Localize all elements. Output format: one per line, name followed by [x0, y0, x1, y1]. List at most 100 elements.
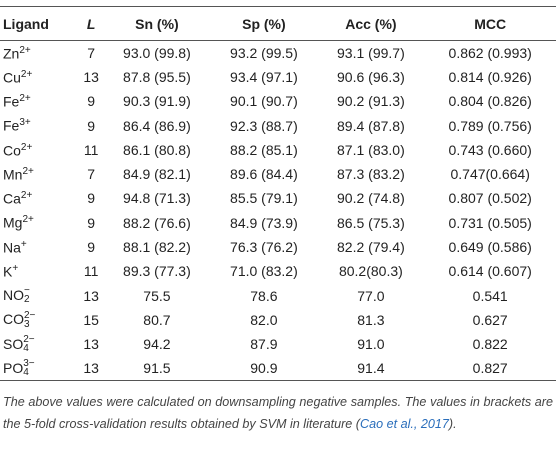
- ligand-base: NO: [3, 286, 24, 303]
- table-row: Mg2+ 9 88.2 (76.6) 84.9 (73.9) 86.5 (75.3) 0.…: [0, 211, 556, 235]
- table-cell: 94.8 (71.3): [123, 190, 191, 207]
- ion-charge: 3−: [23, 357, 35, 369]
- ligand: Zn2+: [3, 45, 31, 62]
- ligand-cell: Cu2+: [0, 65, 79, 89]
- ion-script: 2− 4: [23, 333, 35, 353]
- table-cell: 13: [83, 287, 99, 304]
- table-cell: 87.8 (95.5): [123, 68, 191, 85]
- ligand: Fe3+: [3, 117, 31, 134]
- table-cell: 11: [83, 141, 99, 158]
- table-cell: 0.747(0.664): [450, 166, 530, 183]
- table-cell: 0.827: [472, 360, 508, 377]
- table-cell: 90.6 (96.3): [337, 68, 405, 85]
- ligand-cell: SO 2− 4: [0, 332, 79, 356]
- ligand-base: Zn: [3, 45, 20, 62]
- table-cell: 93.1 (99.7): [337, 44, 405, 61]
- ligand-base: Ca: [3, 190, 21, 207]
- ligand: Mg2+: [3, 214, 34, 231]
- table-cell: 0.814 (0.926): [448, 68, 532, 85]
- table-cell: 84.9 (73.9): [230, 214, 298, 231]
- ion-script: 2− 3: [24, 309, 36, 330]
- column-header: Acc (%): [345, 15, 397, 32]
- citation-link[interactable]: Cao et al., 2017: [360, 417, 449, 432]
- table-row: PO 3− 4 13 91.5 90.9 91.4 0.827: [0, 356, 556, 381]
- ligand-cell: Mn2+: [0, 162, 79, 186]
- table-cell: 0.822: [472, 336, 508, 353]
- ion-charge: 2−: [23, 333, 35, 345]
- table-cell: 0.627: [472, 311, 508, 328]
- ion-charge: 2+: [20, 68, 33, 80]
- table-cell: 9: [87, 93, 96, 110]
- column-header: Sp (%): [242, 15, 286, 32]
- table-cell: 0.649 (0.586): [448, 239, 532, 256]
- header-row: Ligand L Sn (%) Sp (%) Acc (%) MCC: [0, 6, 556, 41]
- ion-charge: 2+: [19, 92, 31, 104]
- ligand: SO 2− 4: [3, 333, 35, 353]
- table-cell: 90.3 (91.9): [123, 93, 191, 110]
- ion-charge: 2+: [22, 214, 34, 226]
- table-cell: 11: [83, 263, 99, 280]
- ion-charge: 2+: [19, 44, 31, 56]
- ligand-cell: Na+: [0, 235, 79, 259]
- ligand: CO 2− 3: [3, 309, 36, 330]
- ion-charge: +: [20, 238, 27, 250]
- ligand-cell: Mg2+: [0, 211, 79, 235]
- ligand-cell: Ca2+: [0, 186, 79, 210]
- table-cell: 9: [87, 239, 96, 256]
- table-cell: 9: [87, 190, 96, 207]
- table-cell: 88.1 (82.2): [123, 239, 191, 256]
- ligand-base: SO: [3, 335, 24, 352]
- table-row: CO 2− 3 15 80.7 82.0 81.3 0.627: [0, 308, 556, 332]
- ligand: NO −2: [3, 286, 30, 306]
- table-cell: 15: [83, 311, 99, 328]
- table-cell: 91.5: [143, 360, 171, 377]
- ion-subscript: 4: [23, 366, 29, 378]
- table-cell: 89.6 (84.4): [230, 166, 298, 183]
- ligand-base: K: [3, 263, 13, 280]
- ligand-cell: Fe3+: [0, 113, 79, 137]
- table-cell: 13: [83, 336, 99, 353]
- ligand: Na+: [3, 239, 27, 256]
- table-row: Na+ 9 88.1 (82.2) 76.3 (76.2) 82.2 (79.4) 0.6…: [0, 235, 556, 259]
- table-row: Cu2+ 13 87.8 (95.5) 93.4 (97.1) 90.6 (96.3) 0…: [0, 65, 556, 89]
- table-cell: 9: [87, 214, 96, 231]
- ligand: Cu2+: [3, 69, 32, 86]
- column-header: Sn (%): [135, 15, 179, 32]
- column-header: MCC: [474, 15, 507, 32]
- table-cell: 86.4 (86.9): [123, 117, 191, 134]
- footnote-end: ).: [448, 417, 457, 432]
- table-cell: 84.9 (82.1): [123, 166, 191, 183]
- ion-charge: 2−: [24, 309, 36, 321]
- table-cell: 0.807 (0.502): [448, 190, 532, 207]
- ion-subscript: 2: [24, 294, 30, 306]
- table-cell: 9: [87, 117, 96, 134]
- ligand-cell: Co2+: [0, 138, 79, 162]
- ligand-cell: CO 2− 3: [0, 308, 79, 332]
- table-cell: 87.1 (83.0): [337, 141, 405, 158]
- ion-script: −2: [24, 286, 30, 306]
- table-cell: 89.3 (77.3): [123, 263, 191, 280]
- ligand-cell: K+: [0, 259, 79, 283]
- ligand-cell: Zn2+: [0, 41, 79, 65]
- table-cell: 0.541: [472, 287, 508, 304]
- ligand-cell: Fe2+: [0, 89, 79, 113]
- table-cell: 78.6: [250, 287, 278, 304]
- table-cell: 93.4 (97.1): [230, 68, 298, 85]
- ligand: Ca2+: [3, 190, 32, 207]
- ligand-base: Na: [3, 239, 21, 256]
- table-cell: 7: [87, 166, 96, 183]
- ion-charge: 2+: [20, 190, 33, 202]
- table-cell: 91.4: [357, 360, 385, 377]
- table-cell: 91.0: [357, 336, 385, 353]
- table-row: Co2+ 11 86.1 (80.8) 88.2 (85.1) 87.1 (83.0) 0…: [0, 138, 556, 162]
- footnote-text: The above values were calculated on down…: [3, 395, 553, 432]
- table-cell: 80.2(80.3): [338, 263, 403, 280]
- ion-script: 3− 4: [23, 357, 35, 378]
- ligand-base: Mn: [3, 166, 23, 183]
- ion-subscript: 3: [24, 318, 30, 330]
- table-row: Fe2+ 9 90.3 (91.9) 90.1 (90.7) 90.2 (91.3) 0.…: [0, 89, 556, 113]
- table-cell: 82.0: [250, 311, 278, 328]
- table-cell: 89.4 (87.8): [337, 117, 405, 134]
- footnote: The above values were calculated on down…: [0, 381, 556, 435]
- table-cell: 88.2 (76.6): [123, 214, 191, 231]
